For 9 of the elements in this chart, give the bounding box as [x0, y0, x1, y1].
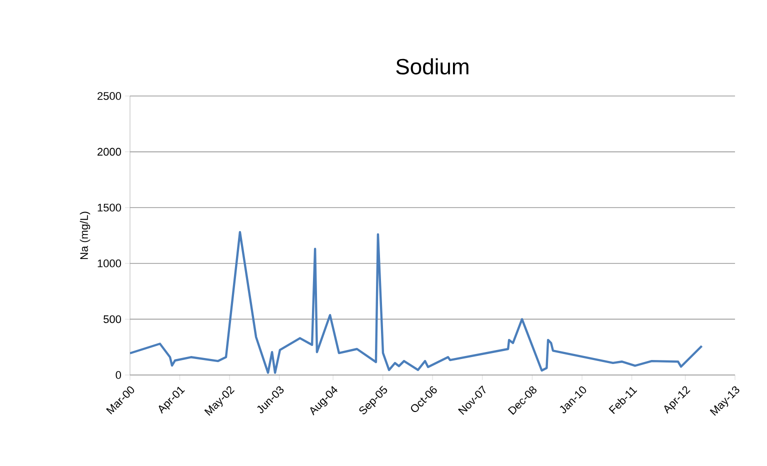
y-tick-label: 2500: [98, 92, 122, 100]
y-tick-label: 1500: [98, 204, 122, 212]
chart-title: Sodium: [396, 58, 468, 74]
y-tick-label: 1000: [98, 260, 122, 268]
y-tick-label: 2000: [98, 148, 122, 156]
y-tick-label: 0: [116, 371, 122, 379]
y-axis-title: Na (mg/L): [80, 212, 90, 260]
y-tick-label: 500: [104, 315, 122, 324]
line-series: [130, 231, 703, 374]
